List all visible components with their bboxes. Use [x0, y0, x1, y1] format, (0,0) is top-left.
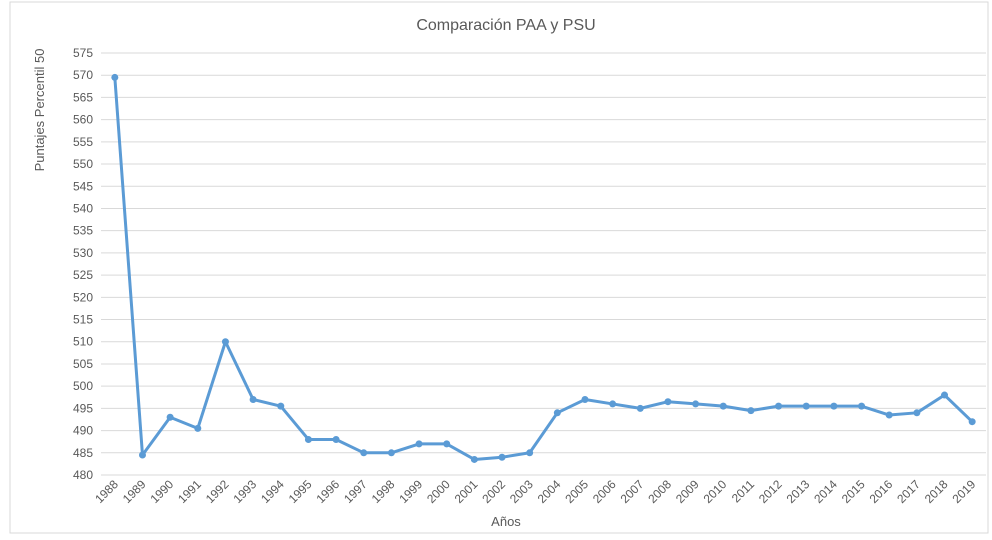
- data-point: [858, 402, 866, 410]
- data-point: [111, 73, 119, 81]
- chart-title: Comparación PAA y PSU: [416, 17, 595, 34]
- data-point: [415, 440, 423, 448]
- data-point: [775, 402, 783, 410]
- y-tick-label: 505: [73, 357, 93, 371]
- data-point: [913, 409, 921, 417]
- y-tick-label: 500: [73, 379, 93, 393]
- data-point: [166, 413, 174, 421]
- data-point: [304, 435, 312, 443]
- data-point: [830, 402, 838, 410]
- y-tick-label: 490: [73, 424, 93, 438]
- data-point: [581, 395, 589, 403]
- data-point: [249, 395, 257, 403]
- data-point: [885, 411, 893, 419]
- data-point: [138, 451, 146, 459]
- chart-border: [9, 1, 989, 534]
- y-tick-label: 565: [73, 90, 93, 104]
- y-tick-label: 540: [73, 201, 93, 215]
- data-point: [941, 391, 949, 399]
- data-point: [692, 400, 700, 408]
- data-point: [498, 453, 506, 461]
- y-tick-label: 525: [73, 268, 93, 282]
- data-point: [443, 440, 451, 448]
- data-point: [221, 338, 229, 346]
- y-tick-label: 570: [73, 68, 93, 82]
- x-axis-label: Años: [491, 514, 521, 529]
- y-tick-label: 495: [73, 401, 93, 415]
- y-tick-label: 560: [73, 113, 93, 127]
- y-tick-label: 510: [73, 335, 93, 349]
- data-point: [968, 418, 976, 426]
- data-point: [664, 398, 672, 406]
- y-tick-label: 575: [73, 46, 93, 60]
- y-tick-label: 520: [73, 290, 93, 304]
- y-axis-label: Puntajes Percentil 50: [32, 49, 47, 172]
- data-point: [719, 402, 727, 410]
- y-tick-label: 530: [73, 246, 93, 260]
- data-point: [526, 449, 534, 457]
- y-tick-label: 550: [73, 157, 93, 171]
- data-point: [470, 455, 478, 463]
- data-point: [194, 424, 202, 432]
- data-line: [113, 77, 974, 461]
- data-point: [747, 407, 755, 415]
- y-tick-label: 515: [73, 313, 93, 327]
- y-tick-label: 545: [73, 179, 93, 193]
- y-tick-label: 485: [73, 446, 93, 460]
- data-point: [277, 402, 285, 410]
- y-tick-label: 480: [73, 468, 93, 482]
- data-point: [332, 435, 340, 443]
- data-point: [636, 404, 644, 412]
- data-point: [387, 449, 395, 457]
- data-point: [609, 400, 617, 408]
- data-point: [360, 449, 368, 457]
- y-tick-label: 555: [73, 135, 93, 149]
- data-point: [553, 409, 561, 417]
- data-point: [802, 402, 810, 410]
- y-tick-label: 535: [73, 224, 93, 238]
